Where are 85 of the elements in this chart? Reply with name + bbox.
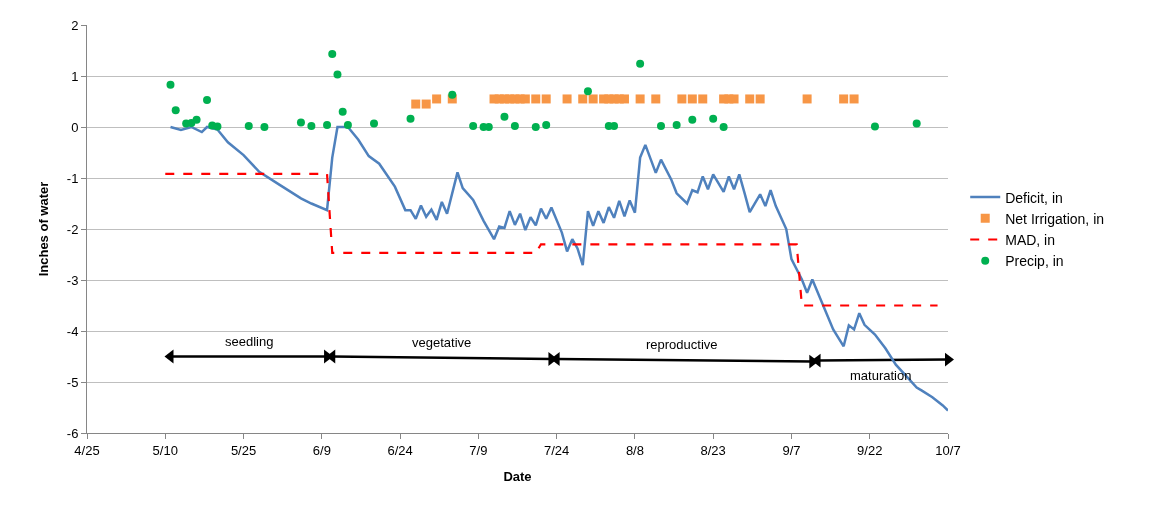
point: [328, 50, 337, 59]
point: [166, 80, 175, 89]
x-tick-label: 6/24: [387, 442, 413, 458]
point: [370, 119, 378, 128]
point: [338, 107, 347, 116]
point: [619, 94, 629, 104]
point: [171, 106, 180, 115]
point: [849, 94, 859, 104]
point: [755, 94, 765, 104]
point: [610, 121, 619, 130]
y-tick-label: 0: [71, 119, 79, 135]
point: [635, 94, 645, 104]
point: [651, 94, 661, 104]
x-tick-label: 10/7: [935, 442, 961, 458]
y-tick-label: 2: [71, 17, 79, 33]
point: [432, 94, 442, 104]
annotation: vegetative: [412, 335, 472, 350]
point: [187, 118, 196, 127]
point: [709, 114, 718, 123]
point: [583, 87, 592, 96]
x-tick-label: 5/25: [230, 442, 257, 458]
x-tick-label: 9/22: [857, 442, 883, 458]
point: [839, 94, 849, 104]
point: [719, 123, 728, 131]
point: [333, 70, 342, 79]
point: [244, 121, 253, 130]
x-tick-label: 8/8: [625, 442, 644, 458]
y-tick-label: -2: [66, 221, 79, 237]
annotation: reproductive: [646, 337, 718, 352]
y-tick-label: -1: [66, 170, 79, 186]
point: [343, 120, 352, 129]
legend-label: Precip, in: [1005, 253, 1064, 270]
point: [323, 120, 332, 129]
legend-label: MAD, in: [1005, 231, 1056, 248]
point: [411, 99, 421, 109]
point: [636, 59, 645, 68]
x-axis-title: Date: [503, 469, 532, 485]
point: [657, 121, 665, 130]
x-tick-label: 8/23: [700, 442, 726, 458]
x-tick-label: 9/7: [782, 442, 801, 458]
y-tick-label: -4: [66, 323, 79, 339]
point: [469, 121, 478, 130]
point: [448, 90, 457, 99]
legend-label: Deficit, in: [1005, 189, 1063, 206]
y-tick-label: -3: [66, 272, 79, 288]
point: [500, 112, 509, 121]
point: [260, 123, 269, 131]
point: [687, 94, 697, 104]
point: [802, 94, 812, 104]
point: [542, 120, 551, 129]
point: [510, 121, 519, 130]
point: [729, 94, 739, 104]
point: [578, 94, 588, 104]
point: [421, 99, 431, 109]
point: [562, 94, 572, 104]
point: [698, 94, 708, 104]
x-tick-label: 7/24: [543, 442, 570, 458]
x-tick-label: 7/9: [469, 442, 488, 458]
y-axis-title: Inches of water: [35, 181, 51, 277]
point: [870, 122, 879, 131]
point: [213, 122, 222, 131]
point: [672, 120, 681, 129]
legend-label: Net Irrigation, in: [1005, 210, 1105, 227]
x-tick-label: 6/9: [312, 442, 331, 458]
point: [531, 94, 541, 104]
point: [588, 94, 598, 104]
x-tick-label: 4/25: [74, 442, 100, 458]
point: [677, 94, 687, 104]
point: [541, 94, 551, 104]
point: [406, 114, 415, 123]
point: [203, 95, 212, 104]
point: [520, 94, 530, 104]
point: [296, 118, 305, 127]
point: [307, 121, 316, 130]
point: [688, 115, 697, 124]
point: [192, 115, 201, 124]
y-tick-label: -6: [66, 425, 79, 441]
annotation: seedling: [225, 334, 274, 349]
point: [745, 94, 755, 104]
y-tick-label: -5: [66, 374, 79, 390]
point: [912, 119, 921, 128]
line-series: [164, 172, 939, 307]
y-tick-label: 1: [71, 68, 79, 84]
point: [531, 123, 540, 131]
x-tick-label: 5/10: [152, 442, 178, 458]
